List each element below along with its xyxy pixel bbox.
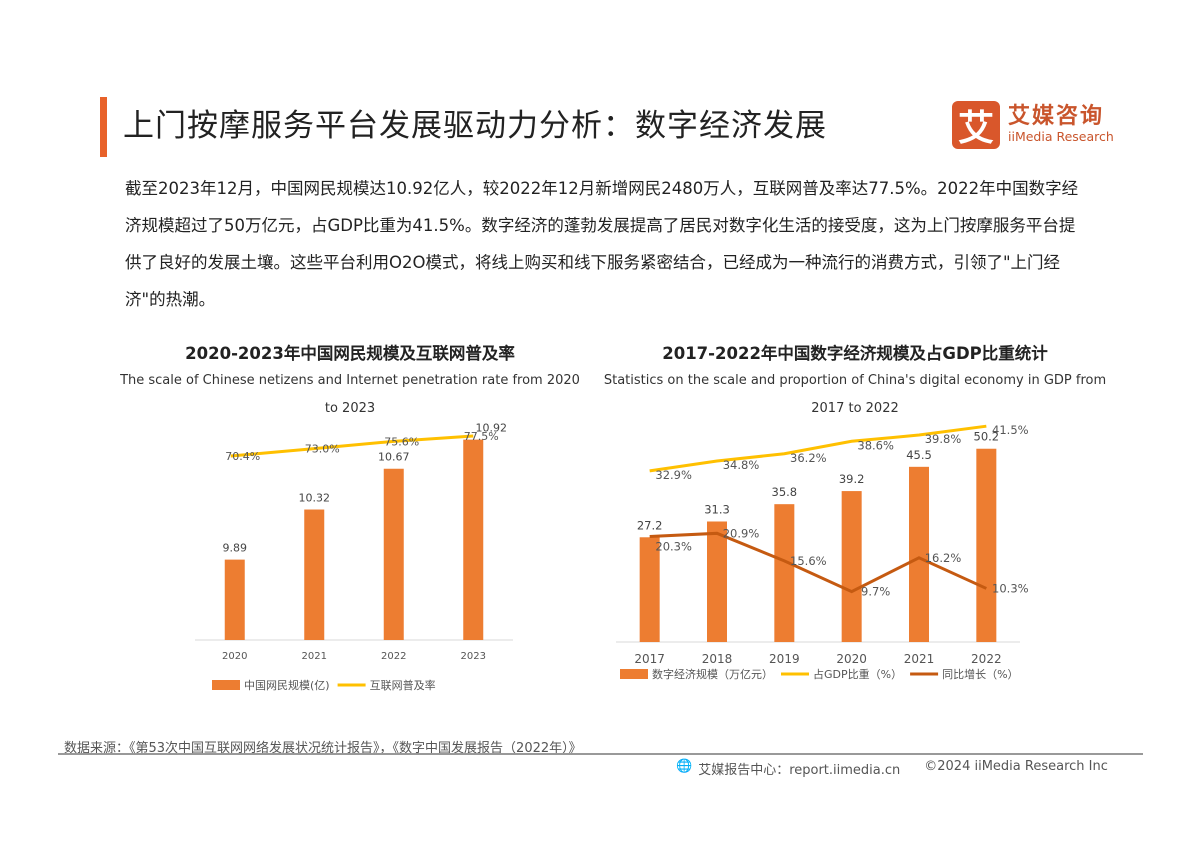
- bar-value-label: 9.89: [223, 542, 248, 555]
- x-tick-label: 2017: [634, 652, 665, 666]
- bar-value-label: 39.2: [839, 472, 865, 486]
- x-tick-label: 2018: [702, 652, 733, 666]
- legend-label: 同比增长（%）: [942, 667, 1018, 681]
- line-value-label: 32.9%: [655, 468, 692, 482]
- line-value-label: 77.5%: [464, 430, 499, 443]
- line-value-label: 36.2%: [790, 451, 827, 465]
- bar-value-label: 10.67: [378, 451, 410, 464]
- legend-label: 占GDP比重（%）: [813, 667, 902, 681]
- footer-divider: [58, 753, 1143, 755]
- line-value-label: 15.6%: [790, 554, 827, 568]
- line-value-label: 10.3%: [992, 581, 1029, 595]
- bar: [639, 537, 660, 642]
- footer: 🌐 艾媒报告中心：report.iimedia.cn ©2024 iiMedia…: [676, 759, 1108, 778]
- bar: [976, 448, 997, 642]
- line-value-label: 20.3%: [655, 539, 692, 553]
- summary-paragraph: 截至2023年12月，中国网民规模达10.92亿人，较2022年12月新增网民2…: [125, 179, 1079, 309]
- x-tick-label: 2019: [769, 652, 800, 666]
- line-series: [649, 531, 987, 594]
- line-value-label: 16.2%: [925, 551, 962, 565]
- legend-label: 互联网普及率: [370, 678, 436, 692]
- x-tick-label: 2021: [302, 651, 327, 662]
- line-value-label: 38.6%: [857, 438, 894, 452]
- line-value-label: 39.8%: [925, 432, 962, 446]
- line-series: [649, 424, 987, 473]
- chart1-title: 2020-2023年中国网民规模及互联网普及率: [185, 344, 515, 363]
- legend-label: 中国网民规模(亿): [244, 678, 330, 692]
- bar-value-label: 10.92: [476, 422, 508, 435]
- footer-copyright: ©2024 iiMedia Research Inc: [924, 759, 1108, 774]
- bar: [383, 468, 404, 640]
- bar: [463, 439, 484, 640]
- line-value-label: 41.5%: [992, 423, 1029, 437]
- line-value-label: 73.0%: [305, 443, 340, 456]
- bar-value-label: 50.2: [974, 430, 1000, 444]
- line-value-label: 70.4%: [225, 450, 260, 463]
- bar: [304, 509, 325, 640]
- title-accent-bar: [100, 97, 107, 157]
- x-tick-label: 2021: [904, 652, 935, 666]
- bar: [707, 521, 727, 642]
- logo-name-en: iiMedia Research: [1008, 129, 1114, 144]
- bar: [909, 466, 929, 642]
- chart1-subtitle: The scale of Chinese netizens and Intern…: [120, 373, 580, 416]
- bar-value-label: 10.32: [299, 492, 331, 505]
- bar-value-label: 45.5: [906, 448, 932, 462]
- logo-name-cn: 艾媒咨询: [1008, 104, 1105, 129]
- x-tick-label: 2020: [222, 651, 247, 662]
- logo: 艾 艾媒咨询 iiMedia Research: [952, 101, 1114, 149]
- legend-label: 数字经济规模（万亿元）: [652, 667, 773, 681]
- legend-swatch: [620, 669, 648, 679]
- x-tick-label: 2022: [971, 652, 1002, 666]
- globe-icon: 🌐: [676, 759, 693, 774]
- legend-swatch: [212, 680, 240, 690]
- bar: [224, 559, 245, 640]
- chart2-title: 2017-2022年中国数字经济规模及占GDP比重统计: [662, 344, 1048, 363]
- line-value-label: 9.7%: [861, 585, 890, 599]
- x-tick-label: 2020: [836, 652, 867, 666]
- line-value-label: 34.8%: [723, 458, 760, 472]
- bar-value-label: 35.8: [772, 485, 798, 499]
- page-title: 上门按摩服务平台发展驱动力分析：数字经济发展: [123, 108, 827, 144]
- x-tick-label: 2023: [461, 651, 486, 662]
- line-series: [230, 434, 474, 458]
- data-source: 数据来源：《第53次中国互联网网络发展状况统计报告》，《数字中国发展报告（202…: [64, 741, 582, 756]
- bar-value-label: 31.3: [704, 502, 730, 516]
- line-value-label: 20.9%: [723, 526, 760, 540]
- bar-value-label: 27.2: [637, 518, 663, 532]
- bar: [774, 504, 795, 642]
- chart2-subtitle: Statistics on the scale and proportion o…: [603, 373, 1107, 416]
- bar: [841, 491, 862, 642]
- line-value-label: 75.6%: [384, 435, 419, 448]
- footer-site[interactable]: 艾媒报告中心：report.iimedia.cn: [698, 763, 901, 778]
- x-tick-label: 2022: [381, 651, 406, 662]
- logo-mark: 艾: [952, 101, 1000, 149]
